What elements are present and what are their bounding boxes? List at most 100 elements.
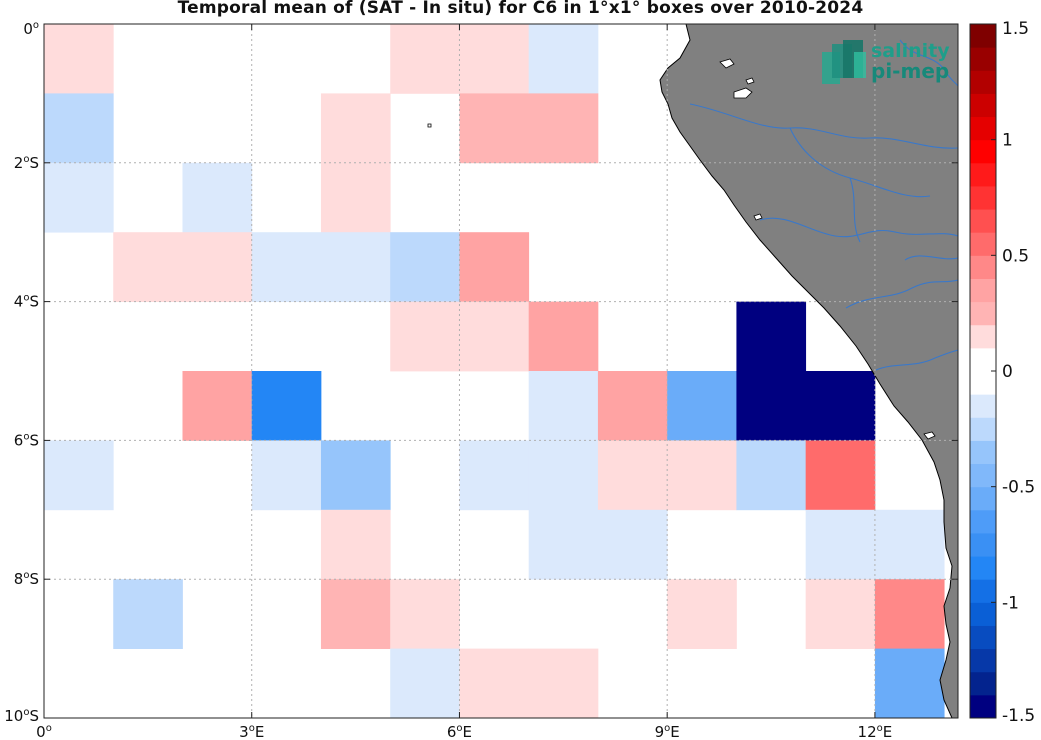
grid-cell[interactable] [528,371,599,441]
grid-cell[interactable] [390,232,460,302]
grid-cell[interactable] [597,509,668,580]
x-tick-label: 0o [36,723,52,740]
colorbar-segment [970,486,996,511]
grid-cell[interactable] [44,162,114,233]
colorbar-segment [970,93,996,118]
grid-cell[interactable] [320,440,391,511]
grid-cell[interactable] [182,232,253,302]
grid-cell[interactable] [320,509,391,580]
salinity-logo-icon [822,40,866,84]
grid-cell[interactable] [874,509,945,580]
colorbar-segment [970,47,996,71]
colorbar-segment [970,394,996,418]
grid-cell[interactable] [667,371,737,441]
y-tick-label: 8oS [14,570,39,588]
y-tick-label: 6oS [14,431,39,449]
x-tick-label: 6oE [447,723,472,740]
x-tick-label: 9oE [655,723,680,740]
grid-cell[interactable] [805,440,876,511]
colorbar-segment [970,579,996,603]
colorbar-segment [970,509,996,534]
map-title: Temporal mean of (SAT - In situ) for C6 … [177,0,864,18]
colorbar-segment [970,648,996,673]
grid-cell[interactable] [113,232,183,302]
colorbar-ticks: 1.5 1 0.5 0 -0.5 -1 -1.5 [991,19,1035,726]
colorbar-segment [970,324,996,349]
colorbar-tick-label: 0 [1002,362,1013,382]
colorbar-tick-label: -0.5 [1002,478,1035,498]
colorbar-segment [970,139,996,164]
grid-cell[interactable] [805,371,876,441]
grid-cell[interactable] [459,648,530,719]
colorbar-segment [970,625,996,650]
grid-cell[interactable] [459,232,530,302]
logo-line-2: pi-mep [871,59,949,83]
grid-cell[interactable] [874,648,945,719]
y-tick-label: 10oS [4,707,39,725]
grid-cell[interactable] [805,509,876,580]
y-tick-label: 4oS [14,293,39,311]
grid-cell[interactable] [528,301,599,372]
grid-cell[interactable] [736,301,807,372]
colorbar-segment [970,232,996,256]
grid-cell[interactable] [390,648,460,719]
grid-cell[interactable] [736,440,807,511]
latitude-axis: 0o 2oS 4oS 6oS 8oS 10oS [4,20,958,725]
colorbar-tick-label: 0.5 [1002,246,1029,266]
grid-cell[interactable] [251,440,322,511]
grid-cell[interactable] [528,509,599,580]
grid-cell[interactable] [528,440,599,511]
grid-cell[interactable] [667,440,737,511]
colorbar-segment [970,440,996,465]
grid-cell[interactable] [320,579,391,649]
grid-cell[interactable] [251,371,322,441]
grid-cell[interactable] [459,301,530,372]
logo-line-1: salinity [871,40,950,62]
grid-cell[interactable] [320,232,391,302]
map-frame [43,23,959,719]
grid-cell[interactable] [597,440,668,511]
coastline-africa [659,24,958,718]
grid-cell[interactable] [528,93,599,164]
grid-cell[interactable] [459,93,530,164]
colorbar-segment [970,185,996,210]
grid-cell[interactable] [320,93,391,164]
rivers [689,39,958,371]
colorbar [970,24,996,719]
colorbar-segment [970,532,996,557]
grid-cell[interactable] [390,24,460,94]
grid-cell[interactable] [182,371,253,441]
grid-cell[interactable] [390,301,460,372]
grid-cell[interactable] [667,579,737,649]
grid-cell[interactable] [113,579,183,649]
grid-cell[interactable] [44,24,114,94]
grid-cell[interactable] [320,162,391,233]
colorbar-segment [970,255,996,279]
x-tick-label: 3oE [239,723,264,740]
longitude-axis: 0o 3oE 6oE 9oE 12oE [36,24,892,740]
grid-cell[interactable] [459,440,530,511]
colorbar-segment [970,209,996,233]
colorbar-tick-label: 1.5 [1002,19,1029,39]
grid-cell[interactable] [528,24,599,94]
colorbar-segment [970,116,996,141]
colorbar-segment [970,162,996,187]
grid-cell[interactable] [736,371,807,441]
grid-cell[interactable] [805,579,876,649]
grid-cell[interactable] [44,93,114,164]
grid-cell[interactable] [182,162,253,233]
colorbar-segment [970,463,996,488]
grid-cell[interactable] [597,371,668,441]
colorbar-segment [970,417,996,441]
grid-cell[interactable] [528,648,599,719]
grid-cell[interactable] [390,579,460,649]
islands [427,58,936,440]
land-mass [427,24,958,718]
grid-cell[interactable] [251,232,322,302]
grid-cell[interactable] [44,440,114,511]
grid-cell[interactable] [459,24,530,94]
grid-cell[interactable] [874,579,945,649]
colorbar-segment [970,694,996,719]
colorbar-tick-label: 1 [1002,131,1013,151]
